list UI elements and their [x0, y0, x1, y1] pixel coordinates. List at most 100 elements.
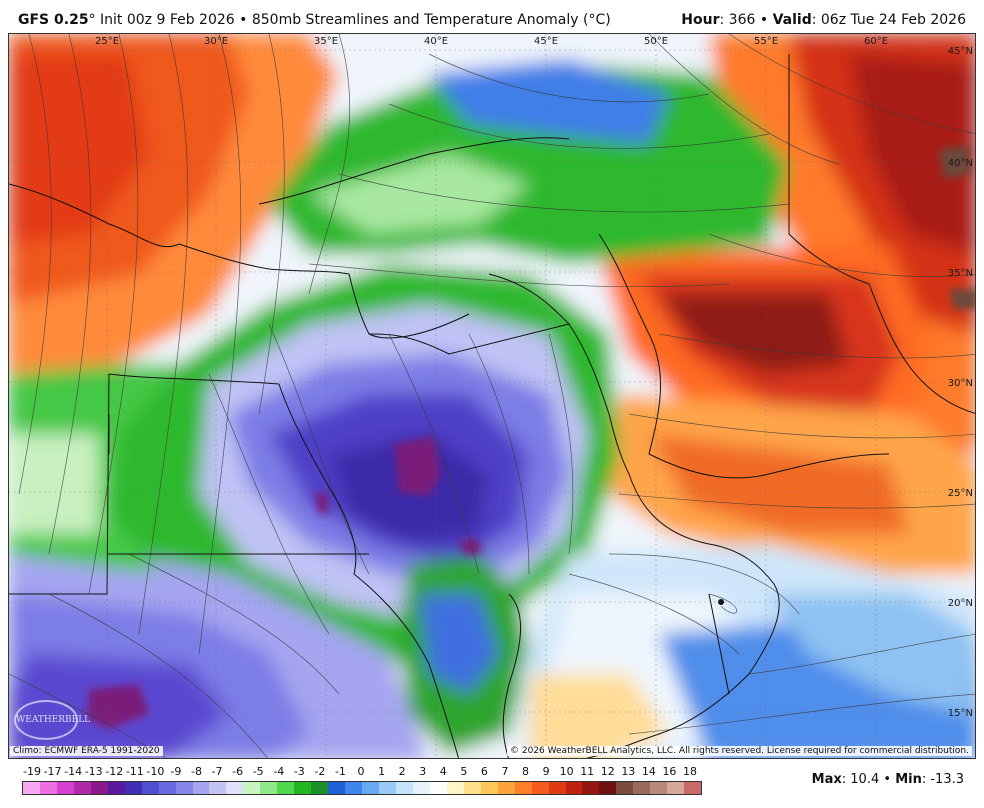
colorbar-tick-label: -7: [211, 765, 223, 778]
colorbar-swatch: [294, 782, 312, 794]
colorbar-tick-label: 3: [419, 765, 427, 778]
lon-label: 30°E: [204, 36, 228, 47]
valid-time: Hour: 366 • Valid: 06z Tue 24 Feb 2026: [681, 12, 966, 28]
colorbar-tick-label: 14: [641, 765, 656, 778]
colorbar-swatch: [158, 782, 176, 794]
lon-label: 45°E: [534, 36, 558, 47]
colorbar-swatch: [667, 782, 685, 794]
colorbar-tick-label: -12: [105, 765, 124, 778]
hour-value: : 366: [719, 12, 756, 28]
max-label: Max: [811, 772, 842, 787]
colorbar-swatch: [226, 782, 244, 794]
colorbar-swatch: [107, 782, 125, 794]
longitude-labels: 25°E 30°E 35°E 40°E 45°E 50°E 55°E 60°E: [95, 36, 888, 47]
colorbar-tick-label: 5: [460, 765, 468, 778]
colorbar-tick-label: 10: [559, 765, 574, 778]
colorbar-tick-label: -17: [43, 765, 62, 778]
lat-label: 35°N: [948, 268, 973, 279]
colorbar-swatch: [141, 782, 159, 794]
colorbar-tick-label: -1: [334, 765, 346, 778]
colorbar-tick-label: -3: [293, 765, 305, 778]
colorbar-tick-label: -9: [170, 765, 182, 778]
colorbar-tick-label: -14: [64, 765, 83, 778]
colorbar-swatch: [56, 782, 74, 794]
colorbar-swatch: [446, 782, 464, 794]
lat-label: 15°N: [948, 708, 973, 719]
colorbar-tick-label: -4: [273, 765, 285, 778]
weatherbell-logo: WEATHERBELL: [14, 700, 90, 740]
colorbar-swatch: [633, 782, 651, 794]
colorbar-swatch: [548, 782, 566, 794]
map-canvas: 25°E 30°E 35°E 40°E 45°E 50°E 55°E 60°E …: [9, 34, 975, 758]
colorbar-swatch: [650, 782, 668, 794]
colorbar-swatch: [277, 782, 295, 794]
colorbar-swatch: [616, 782, 634, 794]
colorbar-swatch: [599, 782, 617, 794]
colorbar-tick-label: 8: [522, 765, 529, 778]
lon-label: 50°E: [644, 36, 668, 47]
lon-label: 55°E: [754, 36, 778, 47]
lat-label: 30°N: [948, 378, 973, 389]
colorbar-swatch: [260, 782, 278, 794]
graticule: [9, 34, 975, 758]
temperature-anomaly-field: [9, 34, 975, 758]
colorbar-swatch: [514, 782, 532, 794]
colorbar-tick-label: 2: [398, 765, 406, 778]
colorbar-tick-label: 16: [662, 765, 677, 778]
colorbar-swatch: [175, 782, 193, 794]
colorbar-swatch: [192, 782, 210, 794]
climo-note: Climo: ECMWF ERA-5 1991-2020: [10, 746, 163, 756]
colorbar-swatch: [311, 782, 329, 794]
max-value: : 10.4: [841, 772, 880, 787]
political-boundaries: [9, 54, 975, 758]
colorbar-swatch: [362, 782, 380, 794]
colorbar-swatch: [379, 782, 396, 794]
hour-label: Hour: [681, 12, 720, 28]
valid-value: : 06z Tue 24 Feb 2026: [811, 12, 966, 28]
colorbar-swatch: [429, 782, 447, 794]
product-name: 850mb Streamlines and Temperature Anomal…: [251, 12, 611, 28]
colorbar-tick-label: -13: [84, 765, 103, 778]
colorbar-swatch: [328, 782, 346, 794]
anomaly-map[interactable]: 25°E 30°E 35°E 40°E 45°E 50°E 55°E 60°E …: [8, 33, 976, 759]
colorbar-swatch: [480, 782, 498, 794]
colorbar-tick-label: 4: [439, 765, 447, 778]
colorbar-tick-label: 18: [683, 765, 697, 778]
colorbar-tick-label: -19: [23, 765, 41, 778]
init-time: Init 00z 9 Feb 2026: [100, 12, 235, 28]
lon-label: 25°E: [95, 36, 119, 47]
valid-label: Valid: [772, 12, 812, 28]
valid-bullet: •: [759, 12, 769, 28]
colorbar-swatch: [395, 782, 413, 794]
lat-label: 45°N: [948, 46, 973, 57]
colorbar-swatch: [531, 782, 549, 794]
anomaly-minima: [87, 146, 975, 729]
title-bullet: •: [239, 12, 248, 28]
model-name: GFS 0.25: [18, 12, 89, 28]
colorbar-tick-label: 9: [542, 765, 550, 778]
lat-label: 25°N: [948, 488, 973, 499]
colorbar-swatch: [684, 782, 702, 794]
lon-label: 40°E: [424, 36, 448, 47]
map-title: GFS 0.25° Init 00z 9 Feb 2026 • 850mb St…: [18, 12, 611, 28]
lon-label: 60°E: [864, 36, 888, 47]
max-min-readout: Max: 10.4 • Min: -13.3: [812, 772, 964, 787]
colorbar-tick-label: -8: [191, 765, 202, 778]
colorbar-swatch: [73, 782, 91, 794]
degree-mark: °: [88, 12, 96, 28]
lat-label: 20°N: [948, 598, 973, 609]
colorbar-tick-label: 6: [480, 765, 488, 778]
lat-label: 40°N: [948, 158, 973, 169]
colorbar-swatch: [497, 782, 515, 794]
colorbar-tick-label: 0: [357, 765, 365, 778]
colorbar-swatch: [412, 782, 430, 794]
colorbar-tick-label: -11: [125, 765, 144, 778]
latitude-labels: 45°N 40°N 35°N 30°N 25°N 20°N 15°N: [948, 46, 973, 719]
colorbar-swatch: [582, 782, 600, 794]
colorbar-tick-label: 1: [378, 765, 386, 778]
title-bar: GFS 0.25° Init 00z 9 Feb 2026 • 850mb St…: [0, 0, 984, 33]
stats-bullet: •: [883, 772, 892, 787]
colorbar-swatch: [124, 782, 142, 794]
lon-label: 35°E: [314, 36, 338, 47]
colorbar-tick-labels: -19 -17 -14 -13 -12 -11 -10 -9 -8 -7 -6 -5 -4 -3 -2 -1 0…: [22, 765, 702, 779]
